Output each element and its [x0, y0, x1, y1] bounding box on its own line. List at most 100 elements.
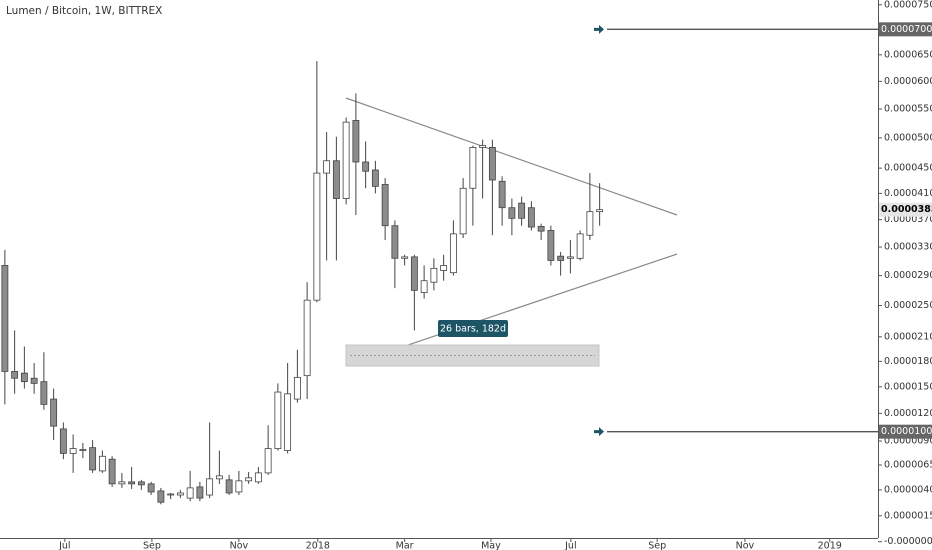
x-tick-label: Jul	[58, 541, 70, 550]
y-tick-label: 0.00000400	[884, 484, 932, 495]
candle-body	[527, 207, 535, 228]
y-tick-label: 0.00006500	[884, 49, 932, 60]
candle-body	[108, 458, 116, 485]
candle-body	[79, 449, 87, 451]
date-range-badge	[438, 320, 508, 337]
last-price-badge	[879, 202, 932, 217]
y-tick-label: 0.00004100	[884, 188, 932, 199]
y-tick-label: 0.00003300	[884, 242, 932, 253]
candle-body	[137, 481, 145, 486]
candle-body	[20, 372, 28, 383]
candle-body	[157, 490, 165, 503]
candles	[1, 61, 604, 505]
y-tick-label: 0.00000900	[884, 436, 932, 447]
candle-body	[98, 455, 106, 472]
y-tick-label: 0.00004500	[884, 163, 932, 174]
candle-body	[449, 233, 457, 274]
x-tick-label: Sep	[143, 541, 161, 550]
y-tick-label: 0.00002500	[884, 300, 932, 311]
candle-body	[11, 371, 19, 379]
y-tick-label: 0.00000650	[884, 460, 932, 471]
date-range-label: 26 bars, 182d	[440, 324, 506, 335]
date-range-box	[345, 344, 600, 367]
y-tick-label: 0.00001200	[884, 408, 932, 419]
y-tick-label: 0.00007500	[884, 0, 932, 10]
candle-body	[557, 255, 565, 261]
candle-body	[274, 391, 282, 450]
candle-body	[332, 160, 340, 199]
last-price-label: 0.00003850	[881, 204, 932, 215]
y-tick-label: -0.00000090	[884, 536, 932, 547]
chart-title: Lumen / Bitcoin, 1W, BITTREX	[6, 5, 162, 17]
candle-body	[498, 180, 506, 209]
y-tick-label: 0.00002100	[884, 331, 932, 342]
y-tick-label: 0.00003700	[884, 214, 932, 225]
price-badge	[879, 22, 932, 37]
x-tick-label: 2019	[818, 541, 842, 550]
candle-body	[147, 483, 155, 493]
candle-body	[488, 147, 496, 181]
candle-body	[323, 160, 331, 174]
candle-body	[89, 447, 97, 471]
candle-body	[59, 428, 67, 454]
candle-body	[128, 481, 136, 485]
candle-body	[352, 120, 360, 163]
candle-body	[371, 169, 379, 187]
candle-body	[586, 211, 594, 236]
candle-body	[40, 381, 48, 405]
x-tick-label: Nov	[230, 541, 249, 550]
y-tick-label: 0.00005000	[884, 132, 932, 143]
candle-body	[1, 265, 9, 372]
candle-body	[391, 225, 399, 259]
price-badge	[879, 424, 932, 439]
price-line-arrow	[594, 24, 604, 34]
candle-body	[303, 299, 311, 377]
candle-body	[313, 172, 321, 301]
candle-body	[196, 486, 204, 499]
candle-body	[225, 479, 233, 494]
y-tick-label: 0.00001500	[884, 381, 932, 392]
x-tick-label: Mar	[396, 541, 414, 550]
candle-body	[235, 480, 243, 493]
candle-body	[537, 225, 545, 232]
y-tick-label: 0.00001800	[884, 356, 932, 367]
y-tick-label: 0.00000150	[884, 510, 932, 521]
candle-body	[401, 256, 409, 259]
candle-body	[518, 202, 526, 219]
x-tick-label: May	[481, 541, 501, 550]
candle-body	[50, 398, 58, 427]
candle-body	[430, 267, 438, 283]
candle-body	[215, 475, 223, 480]
candle-body	[469, 147, 477, 189]
candle-body	[576, 233, 584, 259]
candle-body	[284, 393, 292, 451]
price-line-arrow	[594, 427, 604, 437]
x-tick-label: Nov	[736, 541, 755, 550]
candle-body	[410, 256, 418, 291]
candle-body	[245, 477, 253, 482]
candle-body	[547, 230, 555, 261]
y-tick-label: 0.00002900	[884, 270, 932, 281]
candle-body	[176, 492, 184, 496]
x-tick-label: Jul	[564, 541, 576, 550]
x-tick-label: 2018	[306, 541, 330, 550]
candle-body	[293, 376, 301, 400]
candle-body	[167, 493, 175, 496]
x-tick-label: Sep	[648, 541, 666, 550]
candle-body	[596, 209, 604, 213]
trend-line	[345, 97, 678, 216]
y-tick-label: 0.00005500	[884, 104, 932, 115]
candle-body	[479, 145, 487, 148]
candle-body	[186, 487, 194, 499]
candle-body	[118, 481, 126, 485]
candle-body	[459, 187, 467, 235]
candle-body	[508, 207, 516, 219]
candle-body	[420, 280, 428, 294]
candle-body	[362, 161, 370, 172]
candle-body	[342, 121, 350, 199]
candle-body	[69, 448, 77, 454]
candle-body	[440, 265, 448, 271]
